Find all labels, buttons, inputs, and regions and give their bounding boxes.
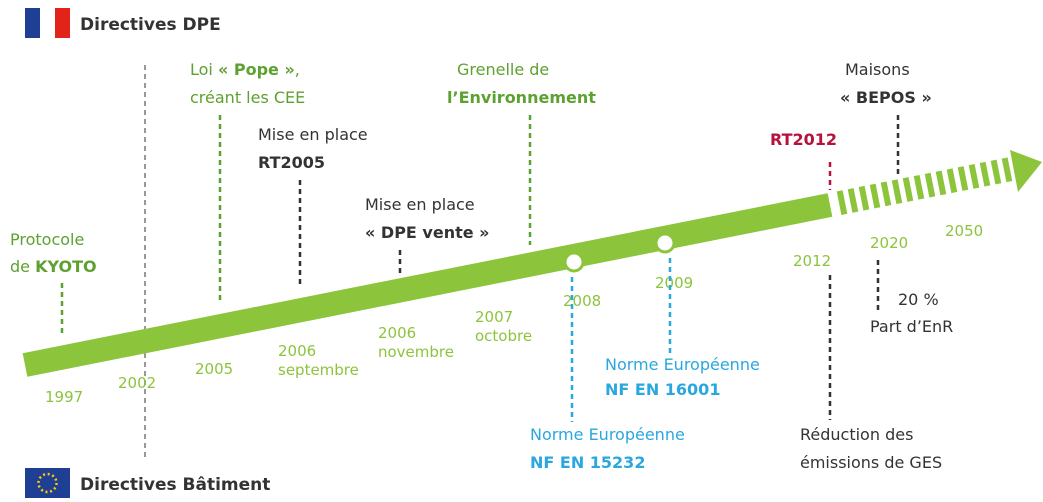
event-label: Norme Européenne xyxy=(530,425,685,444)
event-text: Mise en place xyxy=(365,195,475,214)
event-text: KYOTO xyxy=(35,257,97,276)
event-label: Protocole xyxy=(10,230,84,249)
milestone xyxy=(563,251,585,273)
flag-eu xyxy=(25,468,70,498)
event-label: l’Environnement xyxy=(447,88,596,107)
year-line: 2050 xyxy=(945,222,983,240)
dash xyxy=(935,170,947,196)
year-label: 2002 xyxy=(118,374,156,392)
event-text: Norme Européenne xyxy=(605,355,760,374)
dash xyxy=(957,166,969,191)
year-line: 2005 xyxy=(195,360,233,378)
event-text: Protocole xyxy=(10,230,84,249)
dash xyxy=(1001,157,1013,183)
event-label: émissions de GES xyxy=(800,453,942,472)
dash xyxy=(968,164,980,189)
event-text: , xyxy=(295,60,300,79)
event-label: « BEPOS » xyxy=(840,88,932,107)
flag-fr xyxy=(25,8,70,38)
event-label: 20 % xyxy=(898,290,939,309)
event-text: « Pope » xyxy=(218,60,295,79)
event-text: l’Environnement xyxy=(447,88,596,107)
year-label: 2050 xyxy=(945,222,983,240)
event-label: Grenelle de xyxy=(457,60,549,79)
event-text: Norme Européenne xyxy=(530,425,685,444)
year-line: 2006 xyxy=(278,342,316,360)
year-line: 2002 xyxy=(118,374,156,392)
event-text: 20 % xyxy=(898,290,939,309)
time-bar xyxy=(22,193,833,377)
event-label: créant les CEE xyxy=(190,88,305,107)
event-label: de KYOTO xyxy=(10,257,97,276)
event-text: RT2012 xyxy=(770,130,837,149)
year-line: 2009 xyxy=(655,274,693,292)
year-label: 2020 xyxy=(870,234,908,252)
arrow-head xyxy=(1010,150,1042,192)
dash xyxy=(990,159,1002,185)
year-label: 2012 xyxy=(793,252,831,270)
event-text: Mise en place xyxy=(258,125,368,144)
event-text: « BEPOS » xyxy=(840,88,932,107)
dash xyxy=(869,183,881,209)
event-label: Mise en place xyxy=(258,125,368,144)
future-dashes xyxy=(836,157,1013,215)
year-line: 1997 xyxy=(45,388,83,406)
year-label: 2006 septembre xyxy=(278,342,359,379)
dash xyxy=(891,179,903,205)
year-line: 2007 xyxy=(475,308,513,326)
event-text: Réduction des xyxy=(800,425,913,444)
event-label: NF EN 15232 xyxy=(530,453,645,472)
year-label: 2007 octobre xyxy=(475,308,532,345)
year-line: 2006 xyxy=(378,324,416,342)
event-label: Norme Européenne xyxy=(605,355,760,374)
event-text: Maisons xyxy=(845,60,910,79)
year-label: 2005 xyxy=(195,360,233,378)
event-label: RT2005 xyxy=(258,153,325,172)
year-line: 2008 xyxy=(563,292,601,310)
year-label: 2006 novembre xyxy=(378,324,454,361)
year-line: novembre xyxy=(378,343,454,361)
event-text: « DPE vente » xyxy=(365,223,490,242)
event-label: Maisons xyxy=(845,60,910,79)
event-label: Réduction des xyxy=(800,425,913,444)
event-text: créant les CEE xyxy=(190,88,305,107)
event-text: Part d’EnR xyxy=(870,317,953,336)
event-text: Loi xyxy=(190,60,218,79)
dash xyxy=(913,174,925,200)
year-line: septembre xyxy=(278,361,359,379)
event-label: Mise en place xyxy=(365,195,475,214)
event-label: RT2012 xyxy=(770,130,837,149)
event-label: Loi « Pope », xyxy=(190,60,300,79)
dash xyxy=(836,190,848,215)
event-text: NF EN 16001 xyxy=(605,380,720,399)
event-text: NF EN 15232 xyxy=(530,453,645,472)
year-label: 2008 xyxy=(563,292,601,310)
year-line: 2020 xyxy=(870,234,908,252)
event-text: de xyxy=(10,257,35,276)
dash xyxy=(858,185,870,211)
event-text: émissions de GES xyxy=(800,453,942,472)
event-label: NF EN 16001 xyxy=(605,380,720,399)
dash xyxy=(847,188,859,213)
year-label: 1997 xyxy=(45,388,83,406)
year-line: octobre xyxy=(475,327,532,345)
dash xyxy=(902,177,914,202)
top-label: Directives DPE xyxy=(80,15,221,35)
dash xyxy=(979,161,991,187)
event-text: Grenelle de xyxy=(457,60,549,79)
dash xyxy=(946,168,958,194)
dash xyxy=(880,181,892,207)
dash xyxy=(924,172,936,198)
event-label: « DPE vente » xyxy=(365,223,490,242)
bottom-label: Directives Bâtiment xyxy=(80,475,270,495)
year-label: 2009 xyxy=(655,274,693,292)
event-text: RT2005 xyxy=(258,153,325,172)
event-label: Part d’EnR xyxy=(870,317,953,336)
year-line: 2012 xyxy=(793,252,831,270)
milestone xyxy=(654,232,676,254)
